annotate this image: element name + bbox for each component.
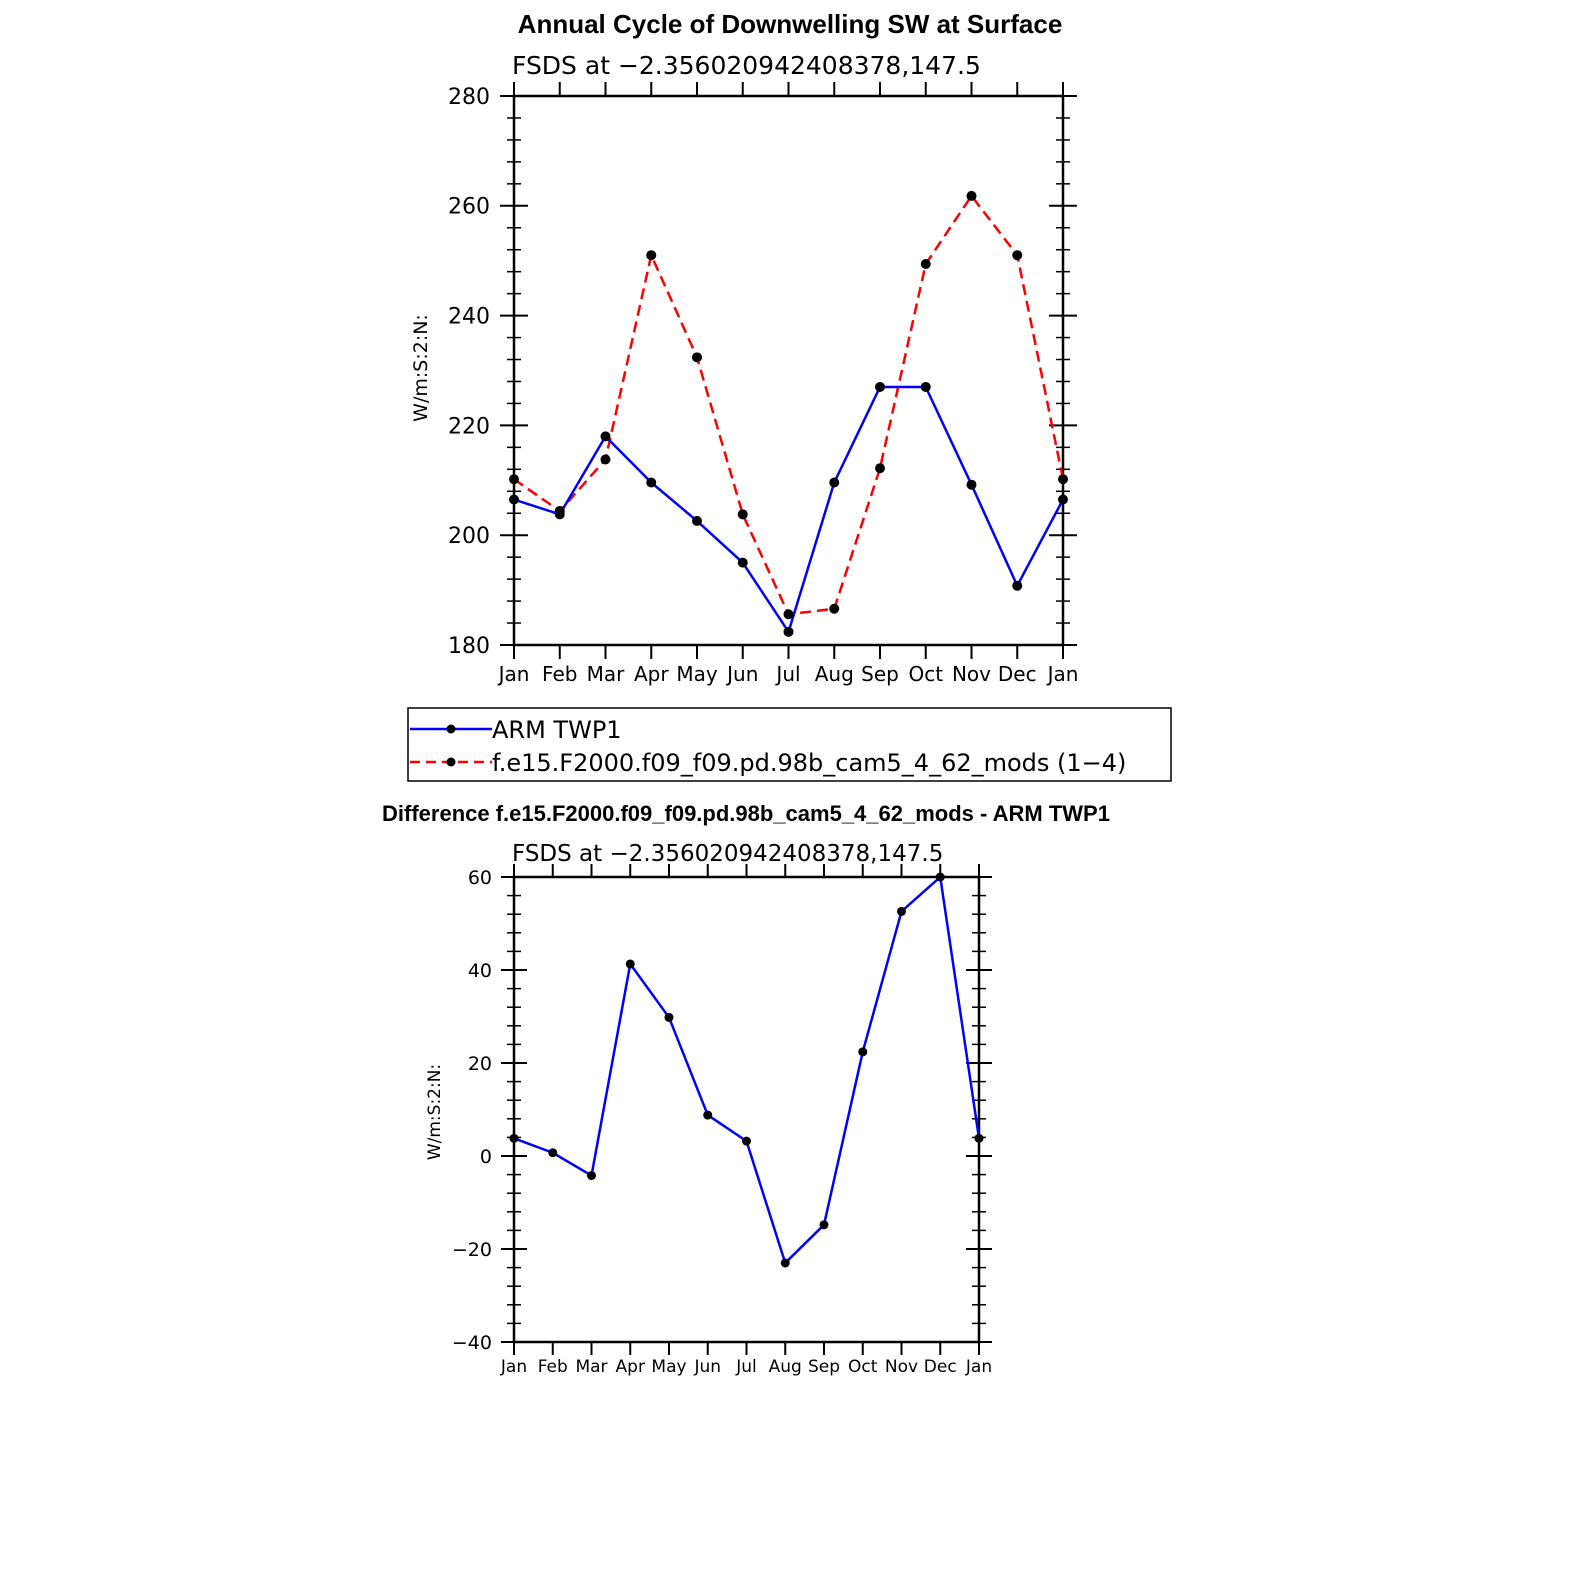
x-tick-label: Jan (1046, 662, 1079, 686)
chart-title: Annual Cycle of Downwelling SW at Surfac… (518, 9, 1063, 39)
x-tick-label: Apr (634, 662, 669, 686)
data-point-0 (780, 1258, 790, 1268)
data-point-0 (742, 1136, 751, 1146)
data-point-0 (509, 494, 519, 505)
x-tick-label: Aug (815, 662, 854, 686)
legend-marker-model (446, 757, 456, 767)
x-tick-label: Jul (774, 662, 800, 686)
plot-frame (512, 875, 981, 1344)
y-tick-label: 200 (448, 524, 490, 549)
x-tick-label: Mar (587, 662, 626, 686)
annual-cycle-chart: Annual Cycle of Downwelling SW at Surfac… (407, 9, 1172, 782)
data-point-0 (1058, 494, 1068, 505)
y-tick-label: 40 (468, 960, 492, 982)
data-point-1 (875, 463, 885, 474)
legend-label-arm: ARM TWP1 (492, 716, 622, 744)
plot-area: Jan Feb Mar Apr May Jun Jul Aug Sep Oct Nov Dec Jan 1… (448, 82, 1078, 686)
data-point-0 (554, 509, 565, 520)
data-point-1 (920, 258, 931, 269)
difference-chart: Difference f.e15.F2000.f09_f09.pd.98b_ca… (382, 801, 1110, 1377)
legend-marker-arm (446, 724, 456, 734)
data-point-0 (692, 515, 702, 526)
y-tick-label: −20 (452, 1239, 492, 1261)
data-point-0 (858, 1047, 868, 1057)
x-tick-label: Mar (575, 1357, 607, 1377)
data-point-1 (966, 190, 977, 201)
plot-frame (512, 94, 1065, 647)
data-point-0 (646, 477, 657, 488)
x-tick-label: Jan (965, 1357, 992, 1377)
data-point-0 (548, 1148, 558, 1158)
data-point-0 (664, 1012, 674, 1022)
data-point-1 (600, 454, 611, 465)
data-point-1 (509, 474, 519, 485)
data-point-1 (829, 603, 840, 614)
x-tick-label: Nov (952, 662, 991, 686)
y-tick-label: 20 (468, 1053, 492, 1075)
y-tick-label: 260 (448, 195, 490, 220)
data-point-1 (1012, 250, 1023, 261)
x-tick-label: Jun (693, 1357, 721, 1377)
data-point-0 (1012, 580, 1023, 591)
y-tick-label: 240 (448, 305, 490, 330)
data-point-1 (737, 509, 748, 520)
x-tick-label: Dec (924, 1357, 957, 1377)
chart-subtitle: FSDS at −2.356020942408378,147.5 (512, 51, 981, 80)
legend: ARM TWP1 f.e15.F2000.f09_f09.pd.98b_cam5… (407, 707, 1172, 782)
x-tick-label: May (651, 1357, 686, 1377)
y-tick-label: 180 (448, 634, 490, 659)
x-tick-label: Feb (538, 1357, 568, 1377)
data-point-1 (783, 609, 794, 620)
data-point-0 (783, 626, 794, 637)
legend-label-model: f.e15.F2000.f09_f09.pd.98b_cam5_4_62_mod… (492, 749, 1126, 777)
y-tick-label: 60 (468, 867, 492, 889)
x-tick-label: Feb (542, 662, 577, 686)
y-tick-label: 220 (448, 414, 490, 439)
x-tick-label: Sep (808, 1357, 840, 1377)
x-tick-label: Apr (616, 1357, 645, 1377)
data-point-0 (920, 381, 931, 392)
x-tick-label: May (676, 662, 718, 686)
data-point-0 (737, 557, 748, 568)
data-point-1 (1058, 474, 1068, 485)
plot-area: Jan Feb Mar Apr May Jun Jul Aug Sep Oct Nov Dec Jan−… (452, 864, 992, 1377)
x-tick-label: Oct (908, 662, 943, 686)
x-tick-label: Dec (998, 662, 1037, 686)
x-tick-label: Aug (769, 1357, 802, 1377)
series-line-0 (513, 385, 1065, 634)
data-point-0 (829, 477, 840, 488)
y-axis-label: W/m:S:2:N: (410, 314, 432, 422)
data-point-0 (966, 479, 977, 490)
y-tick-label: 0 (480, 1146, 492, 1168)
x-tick-label: Jul (735, 1357, 757, 1377)
data-point-0 (897, 906, 906, 916)
x-tick-label: Jan (500, 1357, 527, 1377)
data-point-0 (974, 1133, 984, 1143)
series-line-0 (513, 875, 981, 1265)
chart-subtitle: FSDS at −2.356020942408378,147.5 (512, 841, 943, 867)
x-tick-label: Sep (861, 662, 899, 686)
x-tick-label: Nov (885, 1357, 918, 1377)
series-line-1 (513, 194, 1065, 616)
data-point-0 (600, 431, 611, 442)
y-axis-label: W/m:S:2:N: (425, 1064, 445, 1160)
data-point-1 (646, 250, 657, 261)
data-point-0 (935, 872, 945, 882)
y-tick-label: 280 (448, 85, 490, 110)
x-tick-label: Oct (848, 1357, 878, 1377)
data-point-0 (819, 1220, 829, 1230)
data-point-1 (692, 352, 702, 363)
x-tick-label: Jun (725, 662, 758, 686)
y-tick-label: −40 (452, 1332, 492, 1354)
data-point-0 (587, 1171, 596, 1181)
data-point-0 (703, 1110, 713, 1120)
x-tick-label: Jan (497, 662, 530, 686)
data-point-0 (509, 1133, 519, 1143)
data-point-0 (875, 381, 885, 392)
data-point-0 (625, 959, 635, 969)
chart-title: Difference f.e15.F2000.f09_f09.pd.98b_ca… (382, 801, 1110, 826)
legend-box (407, 707, 1172, 782)
